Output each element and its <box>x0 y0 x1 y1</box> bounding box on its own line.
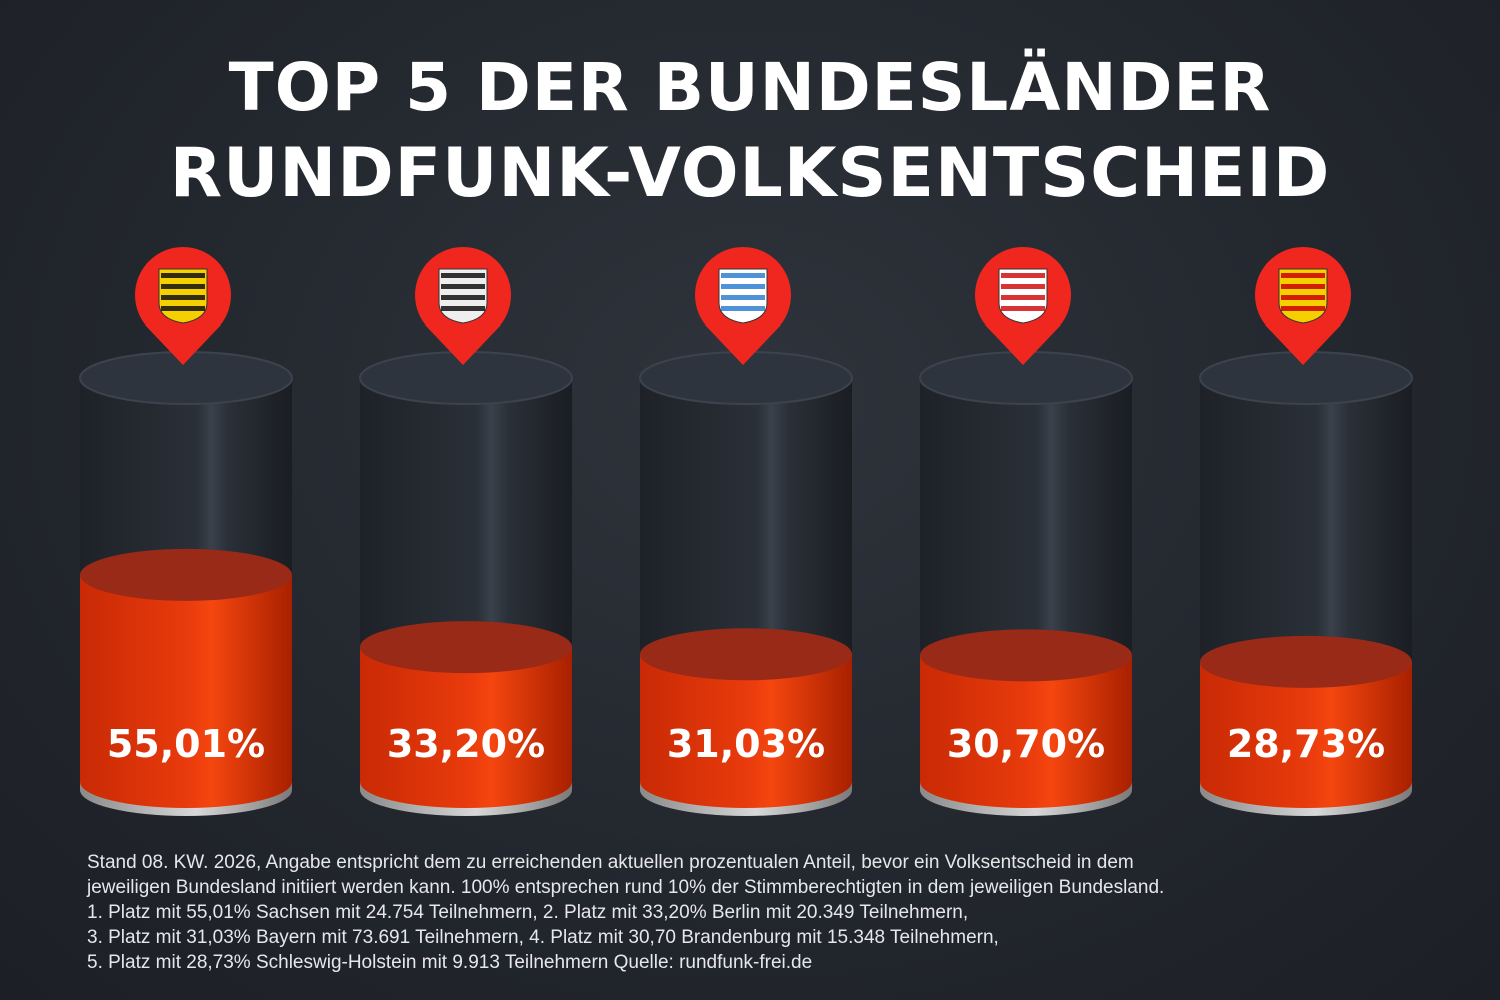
shield-stripe <box>721 306 765 311</box>
value-label: 55,01% <box>107 722 265 766</box>
bar-fill <box>920 655 1132 808</box>
bar-berlin: 33,20% <box>359 247 573 816</box>
shield-stripe <box>1281 306 1325 311</box>
shield-stripe <box>441 284 485 289</box>
value-label: 30,70% <box>947 722 1105 766</box>
bar-sachsen: 55,01% <box>79 247 293 816</box>
shield-stripe <box>1001 273 1045 278</box>
shield-stripe <box>441 273 485 278</box>
footnote: Stand 08. KW. 2026, Angabe entspricht de… <box>87 850 1164 975</box>
shield-stripe <box>721 273 765 278</box>
shield-stripe <box>1001 284 1045 289</box>
footnote-line: 1. Platz mit 55,01% Sachsen mit 24.754 T… <box>87 902 969 923</box>
shield-stripe <box>1281 295 1325 300</box>
bar-bayern: 31,03% <box>639 247 853 816</box>
bar-fill-surface <box>640 628 852 681</box>
bar-fill <box>640 654 852 808</box>
footnote-line: jeweiligen Bundesland initiiert werden k… <box>87 877 1165 898</box>
shield-stripe <box>161 306 205 311</box>
shield-stripe <box>1001 295 1045 300</box>
bar-brandenburg: 30,70% <box>919 247 1133 816</box>
bar-fill-surface <box>80 548 292 601</box>
bar-fill-surface <box>360 621 572 674</box>
shield-stripe <box>161 273 205 278</box>
shield-stripe <box>441 295 485 300</box>
shield-stripe <box>161 284 205 289</box>
bar-fill <box>1200 661 1412 808</box>
bar-fill <box>80 574 292 808</box>
shield-stripe <box>161 295 205 300</box>
shield-stripe <box>1281 284 1325 289</box>
title-line-2: RUNDFUNK-VOLKSENTSCHEID <box>169 134 1331 213</box>
footnote-line: Stand 08. KW. 2026, Angabe entspricht de… <box>87 852 1134 873</box>
value-label: 28,73% <box>1227 722 1385 766</box>
value-label: 33,20% <box>387 722 545 766</box>
footnote-line: 3. Platz mit 31,03% Bayern mit 73.691 Te… <box>87 927 999 948</box>
bar-fill-surface <box>920 629 1132 682</box>
title-line-1: TOP 5 DER BUNDESLÄNDER <box>228 49 1272 126</box>
value-label: 31,03% <box>667 722 825 766</box>
shield-stripe <box>1281 273 1325 278</box>
shield-stripe <box>721 295 765 300</box>
shield-stripe <box>1001 306 1045 311</box>
bar-fill-surface <box>1200 635 1412 688</box>
footnote-line: 5. Platz mit 28,73% Schleswig-Holstein m… <box>87 952 813 973</box>
shield-stripe <box>441 306 485 311</box>
shield-stripe <box>721 284 765 289</box>
cylinder-chart: 55,01% 33,20% 31,03% 30,70% 28,73% <box>79 247 1413 816</box>
bar-schleswig-holstein: 28,73% <box>1199 247 1413 816</box>
bar-fill <box>360 647 572 808</box>
